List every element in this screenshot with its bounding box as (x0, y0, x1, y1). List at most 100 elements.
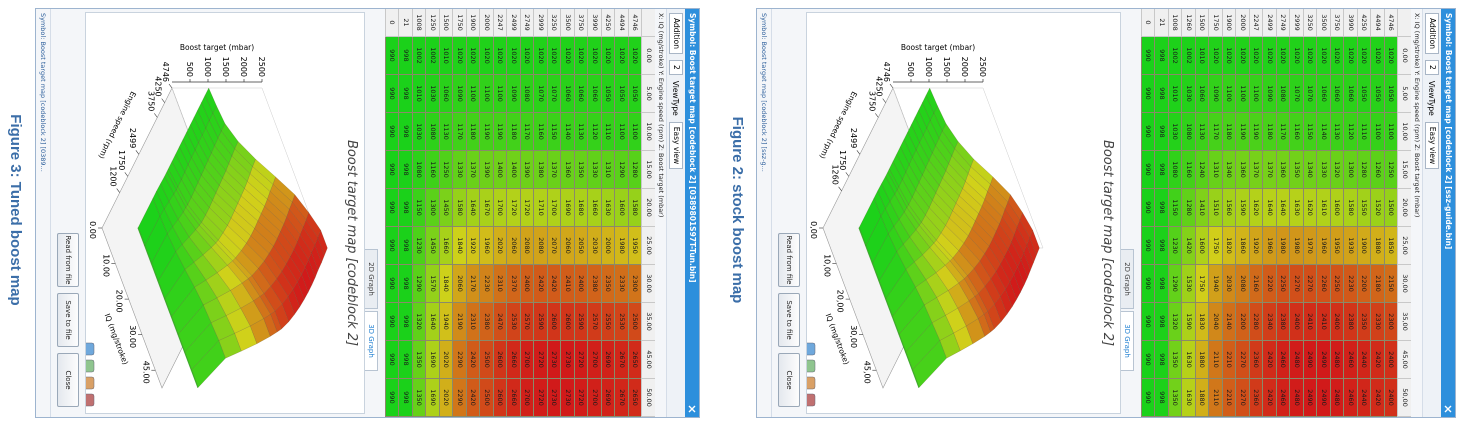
map-cell[interactable]: 1410 (1195, 189, 1209, 227)
map-cell[interactable]: 1370 (1262, 151, 1276, 189)
map-cell[interactable]: 1080 (425, 113, 439, 151)
map-cell[interactable]: 1840 (439, 265, 453, 303)
map-cell[interactable]: 1170 (1276, 113, 1290, 151)
map-cell[interactable]: 1350 (412, 379, 426, 417)
map-cell[interactable]: 2400 (1384, 341, 1398, 379)
map-cell[interactable]: 1690 (560, 189, 574, 227)
map-cell[interactable]: 1660 (587, 189, 601, 227)
map-cell[interactable]: 2150 (1384, 265, 1398, 303)
map-cell[interactable]: 2490 (1303, 379, 1317, 417)
button[interactable]: Save to file (778, 293, 800, 347)
button[interactable]: Read from file (57, 233, 79, 287)
map-cell[interactable]: 2700 (587, 341, 601, 379)
map-cell[interactable]: 1940 (439, 303, 453, 341)
map-cell[interactable]: 1020 (506, 37, 520, 75)
map-cell[interactable]: 1090 (1262, 75, 1276, 113)
map-cell[interactable]: 2060 (452, 265, 466, 303)
map-cell[interactable]: 2490 (1303, 341, 1317, 379)
map-cell[interactable]: 2720 (533, 341, 547, 379)
map-cell[interactable]: 2300 (628, 265, 642, 303)
map-cell[interactable]: 2480 (1330, 341, 1344, 379)
map-cell[interactable]: 2500 (479, 341, 493, 379)
map-cell[interactable]: 2110 (1208, 379, 1222, 417)
map-cell[interactable]: 2290 (452, 341, 466, 379)
map-cell[interactable]: 1630 (1181, 379, 1195, 417)
map-cell[interactable]: 990 (385, 113, 399, 151)
graph-tool-icon[interactable] (85, 342, 95, 356)
map-cell[interactable]: 998 (398, 37, 412, 75)
graph-tool-icon[interactable] (806, 376, 816, 390)
map-cell[interactable]: 2730 (560, 341, 574, 379)
map-cell[interactable]: 2270 (1235, 379, 1249, 417)
map-cell[interactable]: 1340 (1222, 151, 1236, 189)
map-cell[interactable]: 1350 (412, 341, 426, 379)
step-input[interactable]: 2 (1425, 59, 1439, 75)
map-cell[interactable]: 2030 (587, 227, 601, 265)
map-cell[interactable]: 2400 (1384, 379, 1398, 417)
map-cell[interactable]: 2250 (1330, 265, 1344, 303)
map-cell[interactable]: 1060 (587, 75, 601, 113)
mode-select[interactable]: Addition (669, 13, 683, 54)
map-cell[interactable]: 2020 (439, 341, 453, 379)
map-cell[interactable]: 1002 (1181, 37, 1195, 75)
map-cell[interactable]: 2400 (1289, 303, 1303, 341)
map-cell[interactable]: 1390 (520, 151, 534, 189)
map-cell[interactable]: 1020 (1262, 37, 1276, 75)
map-cell[interactable]: 2460 (1276, 379, 1290, 417)
map-cell[interactable]: 1940 (1208, 265, 1222, 303)
map-cell[interactable]: 998 (398, 265, 412, 303)
map-cell[interactable]: 1600 (1195, 227, 1209, 265)
map-cell[interactable]: 1370 (1249, 151, 1263, 189)
map-cell[interactable]: 1630 (1289, 189, 1303, 227)
map-cell[interactable]: 990 (1141, 265, 1155, 303)
map-cell[interactable]: 1130 (1195, 113, 1209, 151)
map-cell[interactable]: 1290 (614, 151, 628, 189)
map-cell[interactable]: 2350 (1357, 303, 1371, 341)
map-cell[interactable]: 2650 (628, 379, 642, 417)
map-cell[interactable]: 2460 (1276, 341, 1290, 379)
map-cell[interactable]: 2420 (466, 341, 480, 379)
map-cell[interactable]: 1640 (1276, 189, 1290, 227)
map-cell[interactable]: 2480 (1289, 341, 1303, 379)
tab[interactable]: 2D Graph (1121, 249, 1134, 309)
map-cell[interactable]: 1110 (601, 113, 615, 151)
map-cell[interactable]: 2590 (533, 303, 547, 341)
map-cell[interactable]: 1720 (520, 189, 534, 227)
map-cell[interactable]: 1300 (1343, 151, 1357, 189)
map-cell[interactable]: 1100 (1222, 75, 1236, 113)
map-cell[interactable]: 1050 (1357, 75, 1371, 113)
map-cell[interactable]: 1350 (1289, 151, 1303, 189)
map-cell[interactable]: 1370 (547, 151, 561, 189)
map-cell[interactable]: 1020 (601, 37, 615, 75)
map-cell[interactable]: 990 (385, 189, 399, 227)
map-cell[interactable]: 1450 (425, 227, 439, 265)
map-cell[interactable]: 1160 (1181, 151, 1195, 189)
map-cell[interactable]: 2380 (1343, 303, 1357, 341)
button[interactable]: Read from file (778, 233, 800, 287)
map-cell[interactable]: 1150 (547, 113, 561, 151)
map-cell[interactable]: 1230 (1168, 227, 1182, 265)
map-cell[interactable]: 1360 (1235, 151, 1249, 189)
map-cell[interactable]: 2270 (1289, 265, 1303, 303)
map-cell[interactable]: 2730 (560, 379, 574, 417)
map-cell[interactable]: 1080 (1181, 113, 1195, 151)
map-cell[interactable]: 1070 (547, 75, 561, 113)
map-cell[interactable]: 1710 (533, 189, 547, 227)
map-cell[interactable]: 1640 (1262, 189, 1276, 227)
map-cell[interactable]: 2460 (1343, 379, 1357, 417)
map-cell[interactable]: 2360 (1249, 341, 1263, 379)
map-cell[interactable]: 990 (1141, 75, 1155, 113)
map-cell[interactable]: 998 (398, 189, 412, 227)
map-cell[interactable]: 998 (1154, 341, 1168, 379)
map-cell[interactable]: 2490 (1316, 341, 1330, 379)
map-cell[interactable]: 990 (1141, 37, 1155, 75)
map-cell[interactable]: 1020 (1222, 37, 1236, 75)
map-cell[interactable]: 1020 (1208, 37, 1222, 75)
map-cell[interactable]: 1970 (1303, 227, 1317, 265)
map-cell[interactable]: 1060 (574, 75, 588, 113)
map-cell[interactable]: 2460 (1343, 341, 1357, 379)
map-cell[interactable]: 2350 (601, 265, 615, 303)
map-cell[interactable]: 998 (1154, 113, 1168, 151)
map-cell[interactable]: 2440 (1357, 379, 1371, 417)
map-cell[interactable]: 1750 (1208, 227, 1222, 265)
